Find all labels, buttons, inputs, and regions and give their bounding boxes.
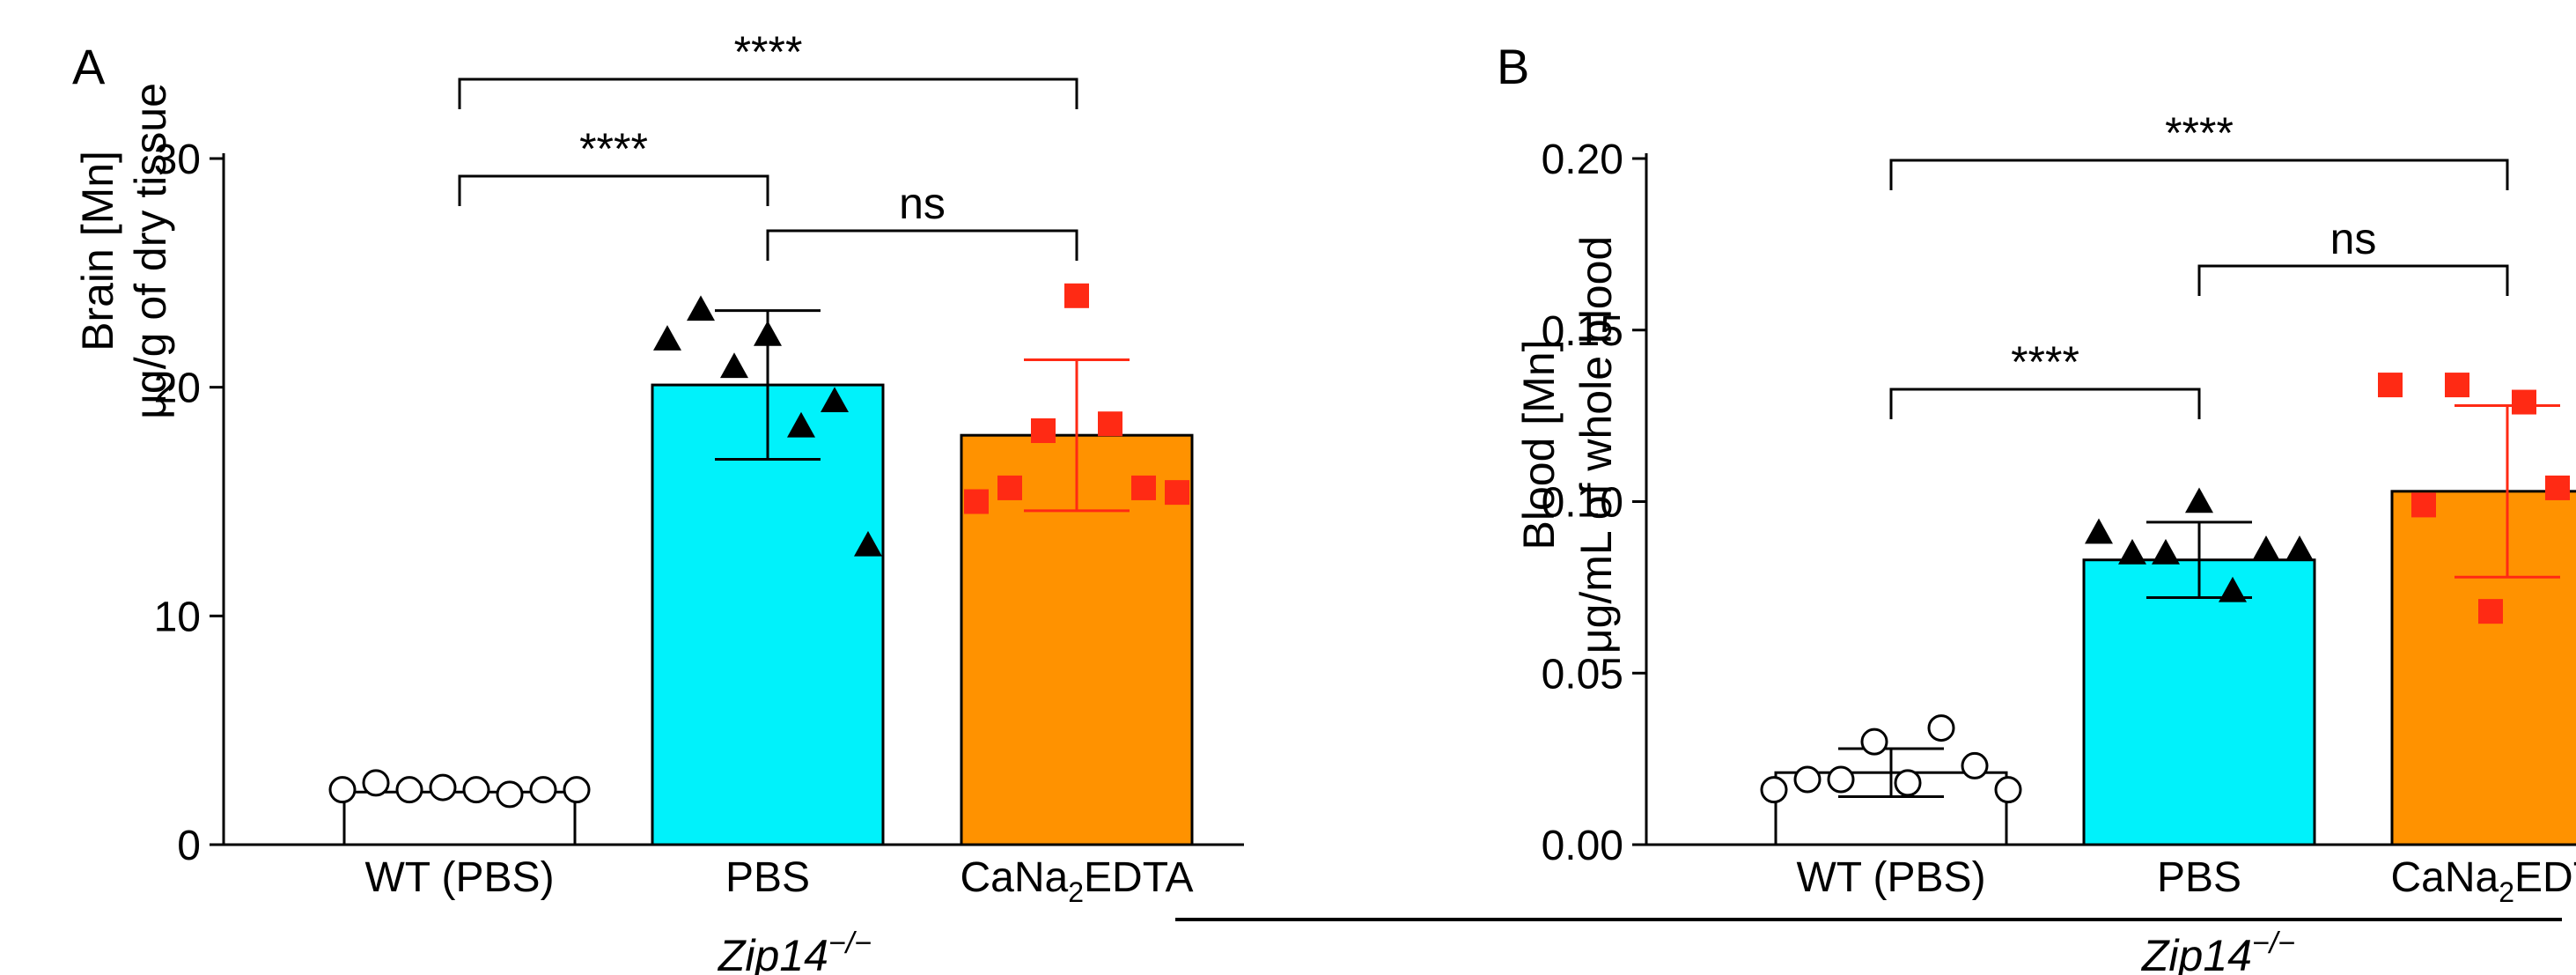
- x-tick-label: WT (PBS): [364, 854, 554, 901]
- panel-b: B Blood [Mn] μg/mL of whole blood 0.000.…: [1497, 39, 2576, 975]
- data-point: [1762, 778, 1786, 802]
- data-point: [2411, 492, 2436, 517]
- data-point: [2478, 599, 2503, 624]
- data-point: [2252, 536, 2280, 561]
- data-point: [997, 476, 1022, 500]
- x-tick-label-subscript: 2: [2499, 876, 2514, 908]
- plot-area-b: 0.00 0.05 0.10 0.15 0.20 WT (PBS) PBS CaNa2EDTA…: [1542, 108, 2576, 975]
- data-point: [2118, 539, 2146, 565]
- plot-area-a: 0 10 20 30 WT (PBS) PBS CaNa2EDTA **** **** ns Zip…: [154, 27, 1244, 975]
- data-point: [497, 782, 522, 807]
- significance-label: ****: [2165, 108, 2234, 158]
- data-point: [330, 778, 355, 802]
- data-point: [2445, 373, 2469, 397]
- data-point: [2545, 476, 2570, 500]
- y-axis-label-line1: Brain [Mn]: [73, 151, 122, 351]
- group-label-main: Zip14: [718, 931, 828, 975]
- y-tick-label: 0.10: [1542, 480, 1623, 527]
- data-point: [754, 321, 782, 346]
- data-point: [1795, 767, 1820, 792]
- y-tick-label: 0.05: [1542, 651, 1623, 698]
- y-tick-label: 0: [177, 823, 201, 869]
- data-point: [397, 778, 422, 802]
- data-point: [364, 771, 388, 795]
- significance-label: ns: [899, 179, 946, 228]
- data-point: [531, 778, 556, 802]
- x-tick-label-main: CaNa: [960, 854, 1069, 901]
- data-point: [720, 352, 748, 378]
- y-tick-label: 0.15: [1542, 308, 1623, 355]
- significance-bracket: [460, 176, 768, 206]
- data-point: [653, 325, 681, 351]
- significance-bracket: [768, 231, 1077, 261]
- x-tick-label-main: CaNa: [2391, 854, 2499, 901]
- data-point: [2512, 390, 2536, 415]
- data-point: [1098, 411, 1122, 436]
- bar: [2392, 491, 2576, 845]
- data-point: [1895, 771, 1920, 795]
- data-point: [1929, 716, 1954, 741]
- y-tick-label: 0.20: [1542, 137, 1623, 183]
- x-tick-label-subscript: 2: [1068, 876, 1084, 908]
- x-tick-label: WT (PBS): [1796, 854, 1985, 901]
- x-tick-label: PBS: [2157, 854, 2241, 901]
- data-point: [964, 490, 989, 514]
- data-point: [1862, 729, 1887, 754]
- group-label-superscript: −/−: [828, 927, 872, 960]
- data-point: [1962, 753, 1987, 778]
- x-tick-label-tail: EDTA: [1084, 854, 1193, 901]
- y-tick-label: 30: [154, 137, 201, 183]
- data-point: [2152, 539, 2180, 565]
- group-label-main: Zip14: [2141, 931, 2252, 975]
- y-tick-label: 20: [154, 366, 201, 412]
- data-point: [2378, 373, 2403, 397]
- x-tick-label: PBS: [725, 854, 810, 901]
- x-tick-label: CaNa2EDTA: [2391, 854, 2576, 908]
- data-point: [2185, 488, 2213, 513]
- significance-label: ****: [2011, 337, 2079, 387]
- data-point: [1996, 778, 2020, 802]
- data-point: [1165, 480, 1189, 505]
- group-label-superscript: −/−: [2252, 927, 2295, 960]
- data-point: [464, 778, 489, 802]
- data-point: [564, 778, 589, 802]
- significance-bracket: [2199, 266, 2507, 296]
- y-tick-label: 10: [154, 594, 201, 640]
- significance-bracket: [1891, 389, 2199, 419]
- data-point: [687, 295, 715, 321]
- data-point: [2285, 536, 2314, 561]
- significance-label: ns: [2330, 214, 2377, 263]
- figure: A Brain [Mn] μg/g of dry tissue 0102030W…: [0, 0, 2576, 975]
- group-label: Zip14−/−: [718, 927, 872, 975]
- panel-label: A: [72, 39, 106, 94]
- panel-label: B: [1497, 39, 1529, 94]
- y-tick-label: 0.00: [1542, 823, 1623, 869]
- data-point: [1064, 284, 1089, 308]
- data-point: [2085, 519, 2113, 544]
- data-point: [431, 775, 455, 800]
- data-point: [1131, 476, 1156, 500]
- group-label: Zip14−/−: [2141, 927, 2295, 975]
- y-axis-label-line2: μg/mL of whole blood: [1571, 236, 1621, 654]
- significance-label: ****: [734, 27, 803, 77]
- bar: [2084, 560, 2315, 845]
- significance-label: ****: [579, 124, 648, 174]
- significance-bracket: [460, 79, 1077, 109]
- x-tick-label: CaNa2EDTA: [960, 854, 1194, 908]
- data-point: [1031, 418, 1056, 443]
- significance-bracket: [1891, 160, 2507, 190]
- data-point: [1829, 767, 1853, 792]
- x-tick-label-tail: EDTA: [2514, 854, 2576, 901]
